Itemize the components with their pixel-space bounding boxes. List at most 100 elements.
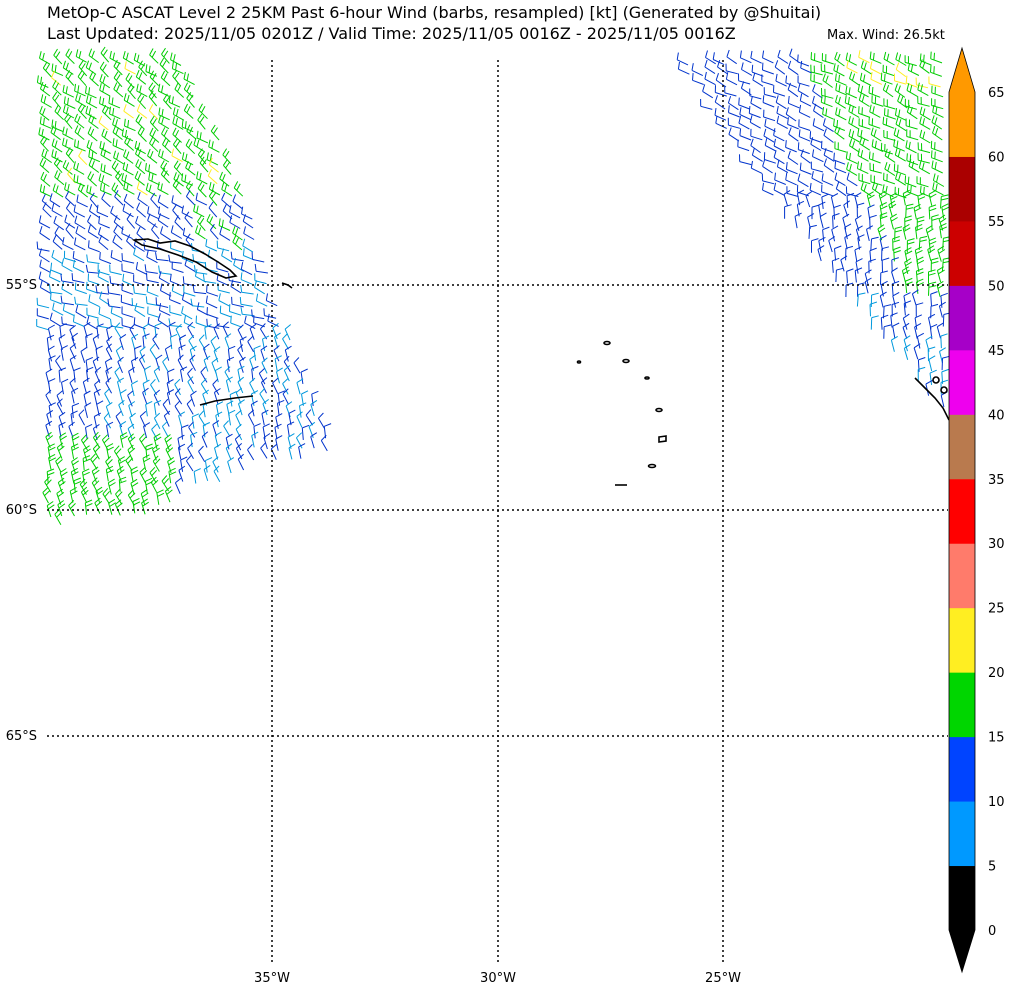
wind-barb <box>917 357 926 372</box>
wind-barb <box>892 236 900 251</box>
wind-barb <box>785 107 797 122</box>
wind-barb <box>95 486 104 503</box>
wind-barb <box>203 355 211 372</box>
wind-barb <box>158 115 170 130</box>
wind-barb <box>78 409 86 426</box>
wind-barb <box>229 205 241 219</box>
wind-barb <box>226 400 234 417</box>
wind-barb <box>174 477 182 494</box>
wind-barb <box>120 294 133 307</box>
wind-barb <box>189 354 196 371</box>
wind-barb <box>52 302 64 316</box>
wind-barb <box>121 306 134 318</box>
wind-barb <box>858 106 871 118</box>
wind-barb <box>169 292 181 305</box>
wind-barb <box>123 93 135 107</box>
wind-barb <box>798 104 811 118</box>
wind-barb <box>124 118 136 132</box>
wind-barb <box>65 48 75 64</box>
colorbar-segment <box>949 92 975 157</box>
wind-barb <box>764 138 777 152</box>
wind-barb <box>822 118 834 133</box>
wind-barb <box>273 345 280 362</box>
wind-barb <box>809 182 822 196</box>
wind-barb <box>725 72 738 86</box>
wind-barb <box>115 488 123 505</box>
wind-barb <box>739 154 752 166</box>
wind-barb <box>193 468 201 484</box>
wind-barb <box>218 293 230 307</box>
wind-barb <box>106 421 114 438</box>
wind-barb <box>158 265 172 275</box>
wind-barb <box>110 305 123 319</box>
wind-barb <box>121 318 134 330</box>
wind-barb <box>883 129 896 141</box>
wind-barb <box>174 215 184 231</box>
wind-barb <box>906 129 919 141</box>
wind-barb <box>310 432 318 449</box>
wind-barb <box>172 178 182 195</box>
wind-barb <box>856 202 865 218</box>
wind-barb <box>728 127 740 142</box>
wind-barb <box>53 48 63 65</box>
wind-barb <box>242 238 254 253</box>
wind-barb <box>111 182 122 198</box>
wind-barb <box>85 85 97 99</box>
wind-barb <box>871 95 884 107</box>
wind-barb <box>186 124 197 140</box>
wind-barb <box>868 85 881 98</box>
wind-barb <box>882 116 895 129</box>
wind-barb <box>121 253 135 264</box>
wind-barb <box>239 356 246 373</box>
wind-barb <box>65 70 75 86</box>
wind-barb <box>895 62 907 78</box>
wind-barb <box>127 423 135 440</box>
wind-barb <box>149 70 159 86</box>
wind-barb <box>895 117 907 132</box>
wind-barb <box>915 223 923 240</box>
wind-barb <box>164 486 173 503</box>
wind-barb <box>122 50 134 65</box>
wind-barb <box>90 453 98 470</box>
wind-barb <box>917 366 926 382</box>
wind-barb <box>941 355 950 371</box>
wind-barb <box>155 252 169 262</box>
wind-barb <box>702 84 714 99</box>
wind-barb <box>840 255 848 272</box>
wind-barb <box>902 313 910 330</box>
wind-barb <box>225 443 233 460</box>
wind-barb <box>42 487 51 504</box>
wind-barb <box>202 422 211 438</box>
wind-barb <box>927 346 936 362</box>
wind-barb <box>821 173 834 186</box>
wind-barb <box>85 60 97 75</box>
wind-barb <box>174 388 183 405</box>
wind-barb <box>108 96 121 109</box>
wind-barb <box>761 173 775 185</box>
wind-barb <box>157 83 170 97</box>
wind-barb <box>201 431 209 448</box>
wind-barb <box>928 76 941 88</box>
wind-barb <box>221 182 233 197</box>
wind-barb <box>870 292 879 308</box>
wind-barb <box>62 84 75 98</box>
wind-barb <box>69 486 78 503</box>
wind-barb <box>237 344 245 361</box>
wind-barb <box>74 125 85 140</box>
wind-barb <box>193 265 208 275</box>
wind-barbs <box>36 46 951 525</box>
wind-barb <box>161 47 170 64</box>
wind-barb <box>821 87 834 99</box>
wind-barb <box>152 455 161 472</box>
wind-barb <box>164 434 173 451</box>
wind-barb <box>810 52 823 64</box>
wind-barb <box>812 95 824 110</box>
wind-barb <box>75 304 87 319</box>
wind-barb <box>283 365 291 382</box>
wind-barb <box>158 303 171 316</box>
wind-barb <box>71 273 85 284</box>
wind-barb <box>235 409 242 427</box>
wind-barb <box>749 88 762 100</box>
wind-barb <box>788 127 799 142</box>
wind-barb <box>208 181 221 196</box>
